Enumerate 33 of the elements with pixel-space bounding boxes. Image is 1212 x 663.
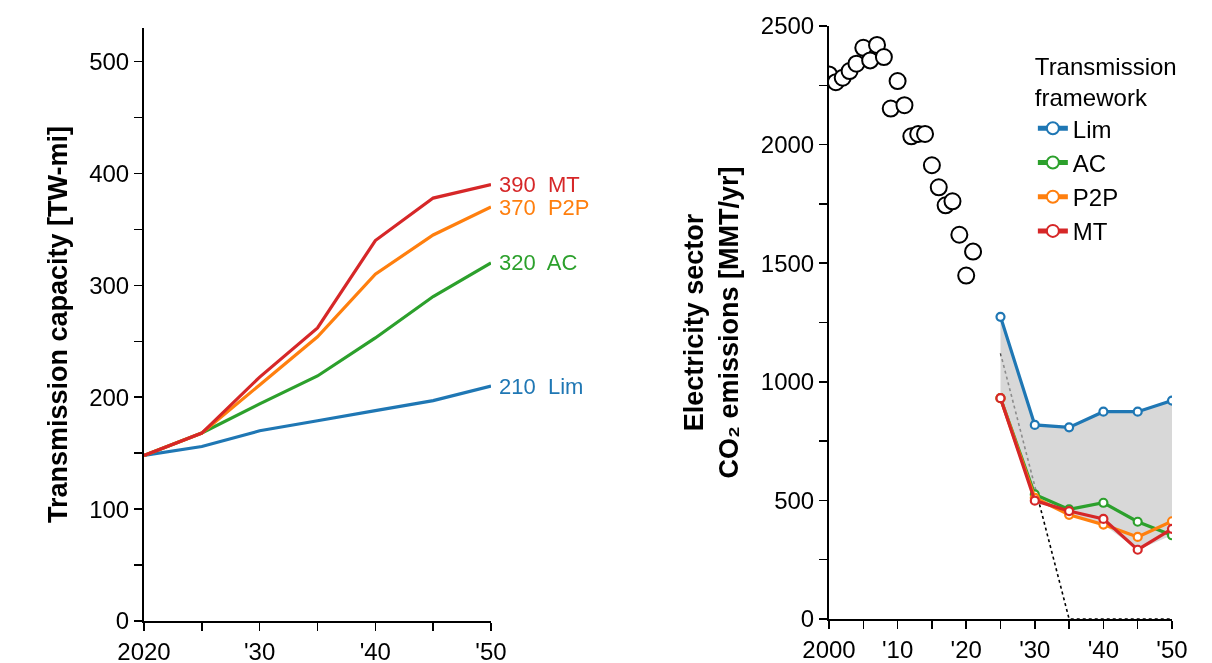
- x-tick-label: '20: [950, 635, 982, 663]
- y-tick-label: 200: [89, 383, 130, 411]
- legend-title: Transmission framework: [1034, 52, 1177, 112]
- x-tick-label: '30: [1019, 635, 1051, 663]
- legend-label: P2P: [1072, 184, 1119, 212]
- y-axis-title: Electricity sector CO₂ emissions [MMT/yr]: [679, 166, 745, 479]
- legend-label: Lim: [1072, 115, 1112, 143]
- text: 370 P2P: [499, 195, 590, 220]
- legend-label: AC: [1072, 149, 1107, 177]
- x-tick-label: '30: [244, 637, 276, 663]
- y-tick-label: 400: [89, 159, 130, 187]
- text: 390 MT: [499, 172, 580, 197]
- y-tick-label: 1000: [760, 368, 815, 396]
- y-tick-label: 500: [89, 47, 130, 75]
- x-tick-label: '40: [1087, 635, 1120, 663]
- x-tick-label: '40: [359, 637, 391, 663]
- y-tick-label: 0: [115, 607, 130, 635]
- x-tick-label: '50: [1156, 635, 1188, 663]
- y-tick-label: 1500: [760, 249, 815, 277]
- y-tick-label: 2000: [760, 131, 815, 158]
- y-tick-label: 500: [774, 486, 815, 514]
- y-tick-label: 0: [800, 605, 815, 633]
- x-tick-label: 2000: [802, 635, 856, 663]
- text: 210 Lim: [499, 374, 584, 399]
- text: 320 AC: [499, 250, 578, 275]
- y-tick-label: 100: [89, 495, 130, 523]
- legend-label: MT: [1072, 218, 1108, 246]
- y-tick-label: 300: [89, 271, 130, 299]
- x-tick-label: '10: [881, 635, 914, 663]
- x-tick-label: 2020: [117, 637, 171, 663]
- x-tick-label: '50: [475, 637, 507, 663]
- y-axis-title: Transmission capacity [TW-mi]: [42, 125, 73, 524]
- y-tick-label: 2500: [760, 12, 815, 40]
